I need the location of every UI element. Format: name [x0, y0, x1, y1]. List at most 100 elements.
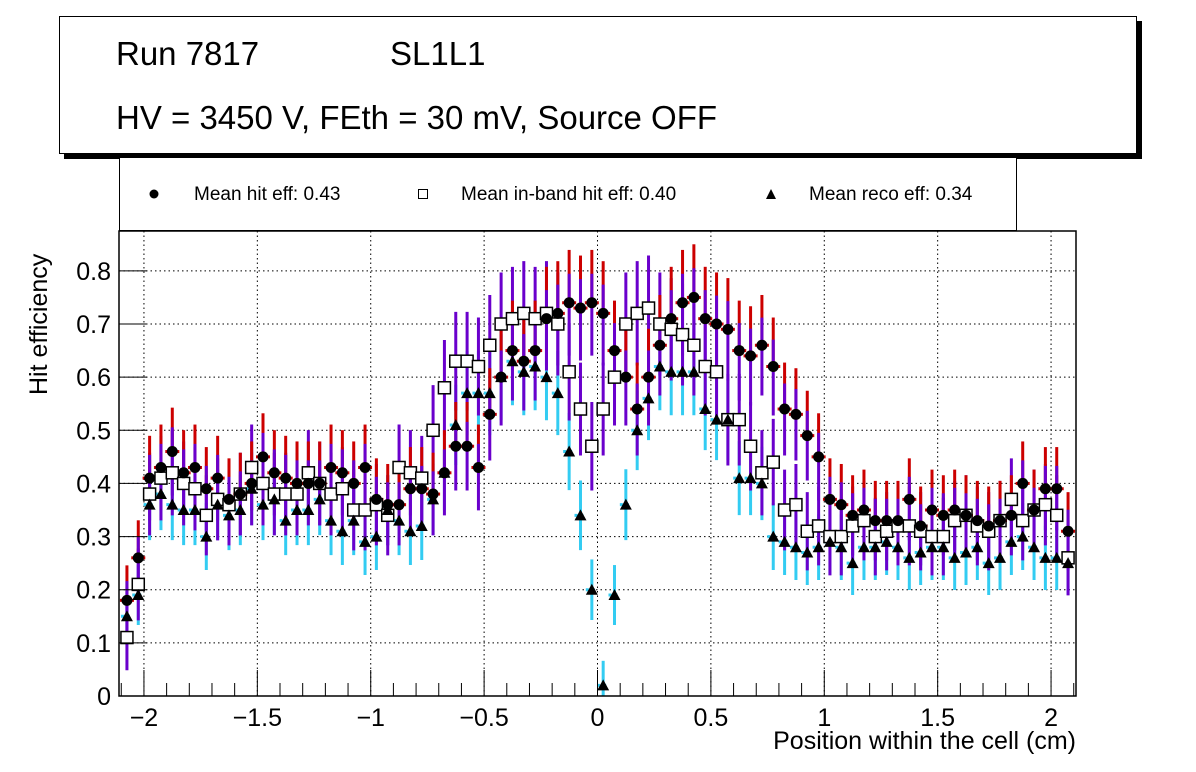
- inband-square-marker: [596, 402, 610, 416]
- inband-square-marker: [811, 519, 826, 533]
- reco-triangle-marker: [653, 360, 666, 372]
- legend: Mean hit eff: 0.43 Mean in-band hit eff:…: [119, 158, 1017, 231]
- reco-triangle-marker: [449, 418, 462, 430]
- inband-square-marker: [936, 529, 951, 544]
- inband-square-marker: [732, 412, 746, 427]
- reco-triangle-marker: [1050, 551, 1063, 563]
- hit-circle-marker: [314, 477, 326, 489]
- reco-triangle-marker: [846, 557, 859, 569]
- reco-triangle-marker: [370, 530, 383, 542]
- hit-circle-marker: [983, 520, 995, 532]
- x-tick-label: −0.5: [459, 704, 508, 732]
- hit-circle-marker: [643, 371, 655, 383]
- reco-triangle-marker: [325, 514, 338, 526]
- inband-square-marker: [562, 365, 576, 379]
- inband-square-marker: [789, 497, 803, 512]
- inband-square-marker: [403, 466, 418, 480]
- hit-circle-marker: [166, 446, 178, 458]
- inband-square-marker: [834, 529, 849, 544]
- inband-square-marker: [324, 487, 338, 501]
- hit-circle-marker: [597, 307, 609, 319]
- hit-circle-marker: [971, 515, 983, 527]
- y-tick-label: 0.3: [76, 524, 111, 552]
- hit-circle-marker: [1028, 504, 1040, 516]
- reco-triangle-marker: [381, 504, 394, 515]
- reco-triangle-marker: [1028, 541, 1041, 553]
- x-tick-labels: −2 −1.5 −1 −0.5 0 0.5 1 1.5 2: [130, 704, 1058, 732]
- hit-circle-marker: [552, 307, 564, 319]
- inband-square-marker: [188, 481, 202, 496]
- reco-triangle-marker: [336, 525, 349, 537]
- hit-circle-marker: [699, 313, 711, 325]
- hit-circle-marker: [620, 371, 632, 383]
- reco-triangle-marker: [200, 530, 213, 542]
- inband-square-marker: [154, 471, 168, 485]
- hit-circle-marker: [461, 440, 473, 452]
- hit-circle-marker: [711, 318, 723, 330]
- reco-triangle-marker: [574, 509, 587, 521]
- reco-triangle-marker: [767, 530, 780, 542]
- inband-square-marker: [675, 327, 690, 342]
- hit-circle-marker: [257, 451, 269, 463]
- hit-circle-marker: [756, 339, 768, 351]
- hit-circle-marker: [869, 515, 881, 527]
- reco-triangle-marker: [154, 488, 167, 500]
- hit-circle-marker: [1005, 509, 1017, 521]
- reco-triangle-marker: [166, 498, 179, 510]
- reco-triangle-marker: [1039, 551, 1052, 563]
- reco-triangle-marker: [291, 504, 304, 515]
- y-tick-label: 0.1: [76, 630, 111, 658]
- reco-triangle-marker: [359, 535, 372, 547]
- inband-square-marker: [868, 529, 883, 544]
- inband-square-marker: [743, 439, 758, 453]
- reco-triangle-marker: [835, 541, 848, 553]
- inband-square-marker: [902, 519, 917, 533]
- hit-circle-marker: [722, 323, 734, 335]
- reco-triangle-marker: [404, 525, 417, 537]
- inband-square-marker: [947, 513, 962, 528]
- reco-triangle-marker: [585, 583, 598, 595]
- inband-square-marker: [641, 301, 656, 315]
- inband-square-marker: [709, 365, 724, 379]
- reco-triangle-marker: [823, 535, 836, 547]
- inband-square-marker: [494, 317, 508, 331]
- inband-square-marker: [1015, 513, 1030, 528]
- y-tick-label: 0.5: [76, 417, 111, 445]
- reco-triangle-marker: [506, 355, 519, 367]
- x-tick-label: 2: [1044, 704, 1058, 732]
- hit-circle-marker: [484, 408, 496, 420]
- hit-circle-marker: [609, 345, 621, 357]
- reco-triangle-marker: [994, 551, 1007, 563]
- inband-square-marker: [528, 311, 542, 326]
- reco-triangle-marker: [188, 504, 201, 515]
- inband-square-marker: [460, 354, 474, 368]
- hit-circle-marker: [325, 461, 337, 473]
- hit-circle-marker: [824, 493, 836, 505]
- inband-square-marker: [573, 402, 588, 416]
- reco-triangle-marker: [778, 535, 791, 547]
- reco-triangle-marker: [517, 365, 530, 377]
- hit-circle-marker: [779, 403, 791, 415]
- y-tick-label: 0: [97, 683, 111, 711]
- reco-triangle-marker: [982, 557, 995, 569]
- reco-triangle-marker: [880, 535, 893, 547]
- hit-circle-marker: [835, 499, 847, 511]
- reco-triangle-marker: [971, 541, 984, 553]
- reco-triangle-marker: [937, 541, 950, 553]
- hit-circle-marker: [144, 472, 156, 484]
- hit-circle-marker: [960, 509, 972, 521]
- reco-triangle-marker: [812, 541, 825, 553]
- reco-triangle-marker: [676, 365, 689, 377]
- inband-square-marker: [766, 455, 781, 469]
- hit-circle-marker: [302, 477, 314, 489]
- inband-square-marker: [845, 519, 860, 533]
- hit-circle-marker: [767, 361, 779, 373]
- reco-triangle-marker: [234, 504, 247, 515]
- inband-square-marker: [755, 466, 769, 480]
- hit-circle-marker: [393, 499, 405, 511]
- reco-triangle-marker: [619, 498, 632, 510]
- inband-square-marker: [244, 460, 259, 475]
- inband-square-marker: [437, 381, 452, 395]
- reco-triangle-marker: [540, 371, 553, 383]
